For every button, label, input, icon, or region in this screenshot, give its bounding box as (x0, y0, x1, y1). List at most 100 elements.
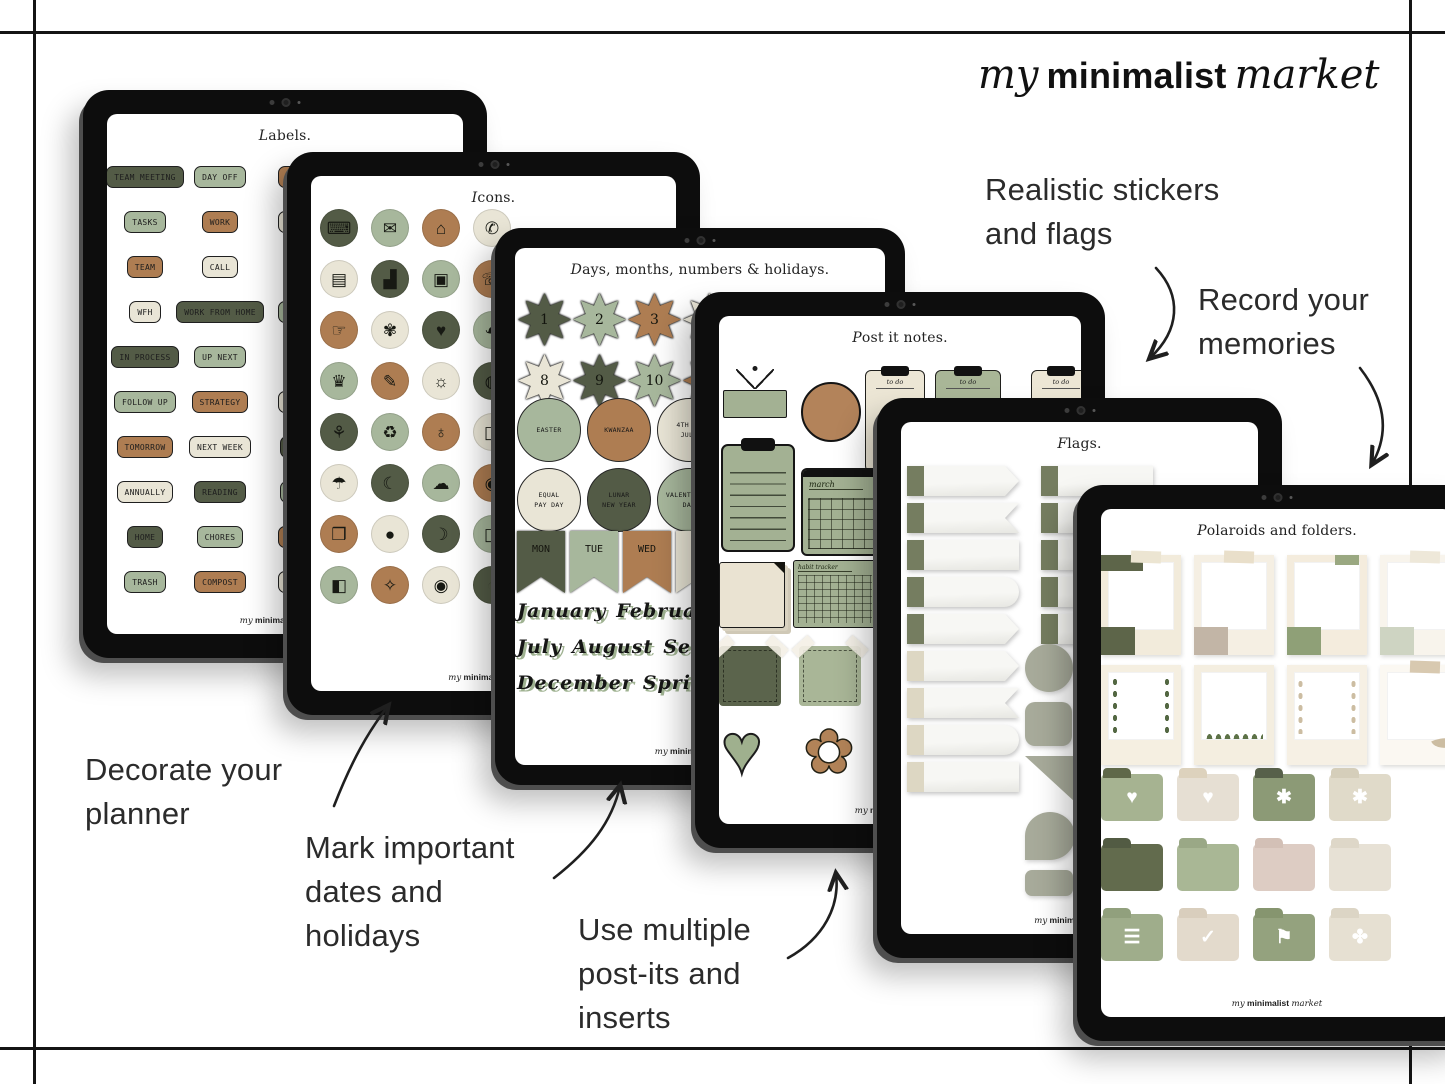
number-star-sticker: 2 (572, 292, 627, 347)
tape-icon (1317, 660, 1347, 673)
icons-grid: ⌨ ✉ ⌂ ✆ ▤ (320, 209, 511, 604)
tape-icon (1317, 550, 1347, 563)
flag-tab (907, 688, 924, 718)
recycle-icon: ♻ (371, 413, 409, 451)
circle-note-sticker (801, 382, 861, 442)
note-record-memories: Record your memories (1198, 282, 1370, 362)
label-sticker: HOME (126, 525, 164, 548)
corner-block (1194, 627, 1228, 655)
brand-logo-script-my: my (978, 52, 1039, 98)
flag-body (924, 762, 1019, 792)
bar-chart-icon: ▟ (371, 260, 409, 298)
folder-glyph-icon: ⚑ (1275, 927, 1293, 948)
flag-tab (907, 540, 924, 570)
flag-body (924, 725, 1019, 755)
corner-block (1335, 555, 1359, 565)
tablet-camera (1261, 493, 1293, 502)
corner-block (1380, 737, 1414, 765)
label-sticker: NEXT WEEK (188, 435, 252, 458)
note-mark-dates: Mark important dates and holidays (305, 830, 515, 954)
folder-tab (1255, 908, 1283, 918)
polaroid-photo (1201, 672, 1267, 740)
holiday-badge-sticker: EASTER (517, 398, 581, 462)
flag-body (924, 540, 1019, 570)
polaroid-photo (1294, 562, 1360, 630)
folder-sticker (1101, 838, 1163, 891)
tape-icon (1130, 550, 1162, 564)
label-sticker: DAY OFF (194, 165, 246, 188)
tape-icon (1224, 660, 1254, 673)
polaroid-frame-sticker (1287, 555, 1367, 655)
corner-block (1101, 737, 1135, 765)
folder-sticker: ✱ (1253, 768, 1315, 821)
flag-tab (907, 762, 924, 792)
folder-glyph-icon: ✱ (1276, 787, 1292, 808)
tablet-camera (684, 236, 716, 245)
holiday-badge-sticker: KWANZAA (587, 398, 651, 462)
tablet-camera (1064, 406, 1095, 415)
flag-tab (907, 614, 924, 644)
flag-tab (907, 725, 924, 755)
folder-sticker: ⚑ (1253, 908, 1315, 961)
clipboard-sticker (721, 444, 795, 552)
circle-square-sticker (1025, 812, 1075, 860)
polaroid-photo (1294, 672, 1360, 740)
arrow-realistic-stickers (1150, 266, 1176, 358)
home-icon: ⌂ (422, 209, 460, 247)
tablet-icons: Icons. ⌨ ✉ ⌂ ✆ (287, 152, 700, 715)
folder-sticker (1177, 838, 1239, 891)
polaroid-frame-sticker (1101, 550, 1181, 655)
spray-bottle-icon: ✧ (371, 566, 409, 604)
month-sticker: January (517, 600, 607, 622)
folder-sticker: ☰ (1101, 908, 1163, 961)
envelope-icon: ✉ (371, 209, 409, 247)
label-sticker: READING (194, 480, 246, 503)
label-sticker: UP NEXT (194, 345, 246, 368)
flag-tab (907, 503, 924, 533)
tape-icon (1409, 550, 1441, 564)
tablet-camera (478, 160, 509, 169)
month-sticker: December (517, 672, 633, 694)
flag-sticker (907, 577, 1019, 607)
sun-shower-icon: ☂ (320, 464, 358, 502)
apple-icon: ● (371, 515, 409, 553)
banana-icon: ☽ (422, 515, 460, 553)
polaroid-frame-sticker (1380, 660, 1445, 765)
label-sticker: WFH (129, 300, 161, 323)
triangle-sticker (1025, 756, 1075, 802)
folder-glyph-icon: ✓ (1200, 927, 1216, 948)
folder-sticker (1329, 838, 1391, 891)
polaroid-photo (1201, 562, 1267, 630)
tape-icon (1131, 660, 1161, 673)
folder-glyph-icon: ✱ (1352, 787, 1368, 808)
label-sticker: IN PROCESS (111, 345, 179, 368)
stitched-square-sticker (719, 635, 789, 706)
folder-tab (1331, 768, 1359, 778)
pill-shape-sticker (1025, 870, 1073, 896)
note-decorate-planner: Decorate your planner (85, 752, 283, 832)
folder-sticker: ✱ (1329, 768, 1391, 821)
note-use-postits: Use multiple post-its and inserts (578, 912, 751, 1036)
corner-block (1194, 737, 1228, 765)
brand-logo-bold: minimalist (1046, 55, 1227, 96)
month-sticker: August (572, 636, 654, 658)
polaroid-frame-sticker (1287, 665, 1367, 765)
corner-block (1380, 627, 1414, 655)
folder-tab (1255, 838, 1283, 848)
folder-glyph-icon: ♥ (1126, 787, 1138, 808)
month-sticker: February (616, 600, 720, 622)
label-sticker: STRATEGY (191, 390, 249, 413)
hanging-sign-sticker (723, 366, 787, 418)
frame-line-left (33, 0, 36, 1084)
phone-icon: ✆ (473, 209, 511, 247)
label-sticker: ANNUALLY (116, 480, 174, 503)
flag-sticker (907, 540, 1019, 570)
tape-icon (791, 635, 815, 658)
arrow-record-memories (1358, 366, 1383, 464)
tape-icon (1409, 660, 1441, 674)
heart-sticker: ♥ (720, 710, 764, 788)
flag-body (924, 688, 1019, 718)
holiday-badges-grid: EASTER KWANZAA 4TH OF JULY EQUAL PAY DAY… (517, 398, 721, 532)
month-sticker: July (517, 636, 563, 658)
stitched-square-sticker (791, 635, 869, 706)
